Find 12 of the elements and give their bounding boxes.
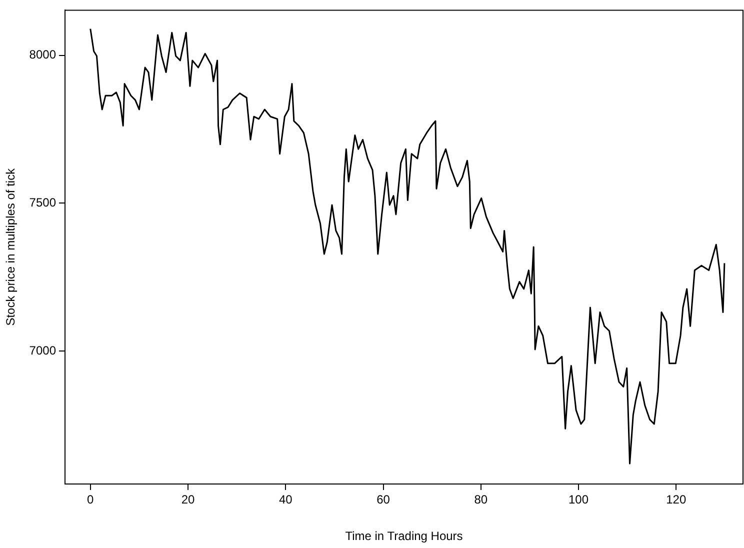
x-tick-label: 100 xyxy=(568,492,589,507)
x-tick-label: 60 xyxy=(376,492,390,507)
y-tick-label: 7000 xyxy=(29,343,56,358)
x-tick-label: 20 xyxy=(181,492,195,507)
x-tick-label: 40 xyxy=(278,492,293,507)
y-tick-label: 7500 xyxy=(29,196,56,210)
x-tick-label: 80 xyxy=(474,492,488,507)
y-axis-title: Stock price in multiples of tick xyxy=(4,167,18,326)
y-tick-label: 8000 xyxy=(29,48,56,62)
x-axis-title: Time in Trading Hours xyxy=(345,529,463,544)
x-tick-label: 0 xyxy=(87,492,94,507)
x-tick-label: 120 xyxy=(666,492,686,507)
